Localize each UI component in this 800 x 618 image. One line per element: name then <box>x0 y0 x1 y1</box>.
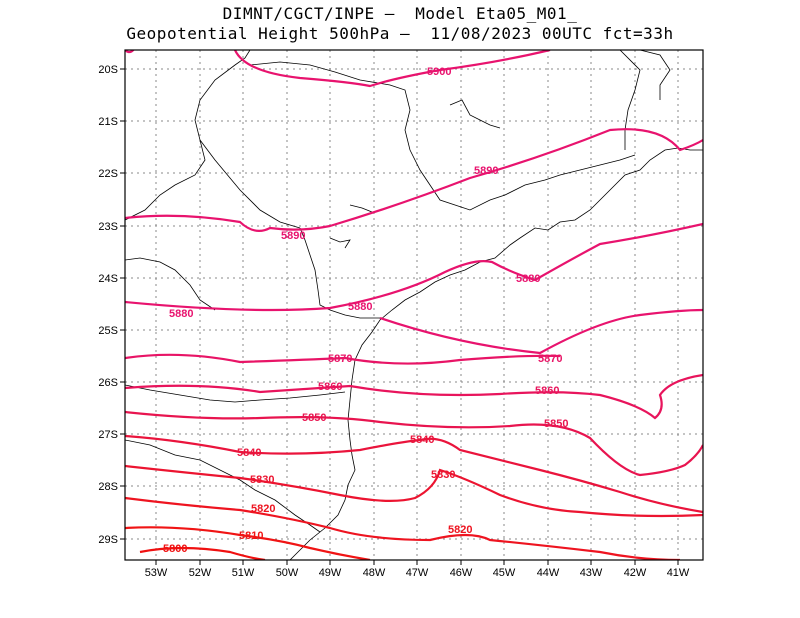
contour-label: 5860 <box>535 385 559 397</box>
contour-label: 5870 <box>538 353 562 365</box>
contour-label: 5800 <box>163 543 187 555</box>
contour-5880-south <box>379 308 703 355</box>
latitude-labels: 20S 21S 22S 23S 24S 25S 26S 27S 28S 29S <box>98 64 118 546</box>
contour-label: 5890 <box>474 165 498 177</box>
contour-label: 5900 <box>427 66 451 78</box>
contour-label: 5840 <box>410 434 434 446</box>
contour-label: 5880 <box>516 273 540 285</box>
lon-label: 48W <box>363 567 386 579</box>
lat-label: 25S <box>98 325 118 337</box>
lat-label: 20S <box>98 64 118 76</box>
contour-5890 <box>125 128 703 233</box>
lon-label: 52W <box>189 567 212 579</box>
lat-label: 21S <box>98 116 118 128</box>
map-title-line-2: Geopotential Height 500hPa — 11/08/2023 … <box>126 24 674 43</box>
lon-label: 51W <box>232 567 255 579</box>
lon-label: 47W <box>406 567 429 579</box>
contour-labels: 5900 5890 5890 5880 5880 5880 5870 5870 … <box>163 66 568 555</box>
lon-label: 49W <box>319 567 342 579</box>
contour-label: 5840 <box>237 447 261 459</box>
map-frame <box>124 49 704 561</box>
contour-label: 5850 <box>544 418 568 430</box>
contour-label: 5830 <box>250 474 274 486</box>
contour-5880-north <box>125 222 703 312</box>
lat-label: 29S <box>98 534 118 546</box>
lon-label: 43W <box>580 567 603 579</box>
contour-label: 5880 <box>169 308 193 320</box>
contour-5820 <box>125 496 681 560</box>
lat-label: 26S <box>98 377 118 389</box>
contour-5870 <box>125 353 561 365</box>
lon-label: 44W <box>537 567 560 579</box>
map-title-line-1: DIMNT/CGCT/INPE — Model Eta05_M01_ <box>222 4 578 23</box>
coastline <box>125 50 703 560</box>
contour-label: 5850 <box>302 412 326 424</box>
contour-label: 5810 <box>239 530 263 542</box>
longitude-labels: 53W 52W 51W 50W 49W 48W 47W 46W 45W 44W … <box>145 567 690 579</box>
contour-label: 5870 <box>328 353 352 365</box>
contour-5810 <box>125 526 371 560</box>
contour-lines <box>125 50 703 560</box>
contour-5840 <box>125 434 703 514</box>
contour-5830 <box>125 464 703 518</box>
graticule <box>125 50 703 560</box>
lon-label: 50W <box>276 567 299 579</box>
lat-label: 22S <box>98 168 118 180</box>
lat-label: 24S <box>98 273 118 285</box>
contour-label: 5860 <box>318 381 342 393</box>
lon-label: 42W <box>624 567 647 579</box>
lon-label: 41W <box>667 567 690 579</box>
lon-label: 46W <box>450 567 473 579</box>
contour-label: 5890 <box>281 230 305 242</box>
lon-label: 53W <box>145 567 168 579</box>
contour-label: 5820 <box>448 524 472 536</box>
contour-5860 <box>125 373 703 420</box>
contour-label: 5830 <box>431 469 455 481</box>
tick-marks <box>120 68 679 565</box>
lat-label: 27S <box>98 429 118 441</box>
contour-5900 <box>125 50 551 88</box>
contour-label: 5880 <box>348 301 372 313</box>
contour-5800 <box>139 546 266 560</box>
lat-label: 28S <box>98 481 118 493</box>
contour-5850 <box>125 410 703 477</box>
contour-label: 5820 <box>251 503 275 515</box>
lat-label: 23S <box>98 221 118 233</box>
lon-label: 45W <box>493 567 516 579</box>
